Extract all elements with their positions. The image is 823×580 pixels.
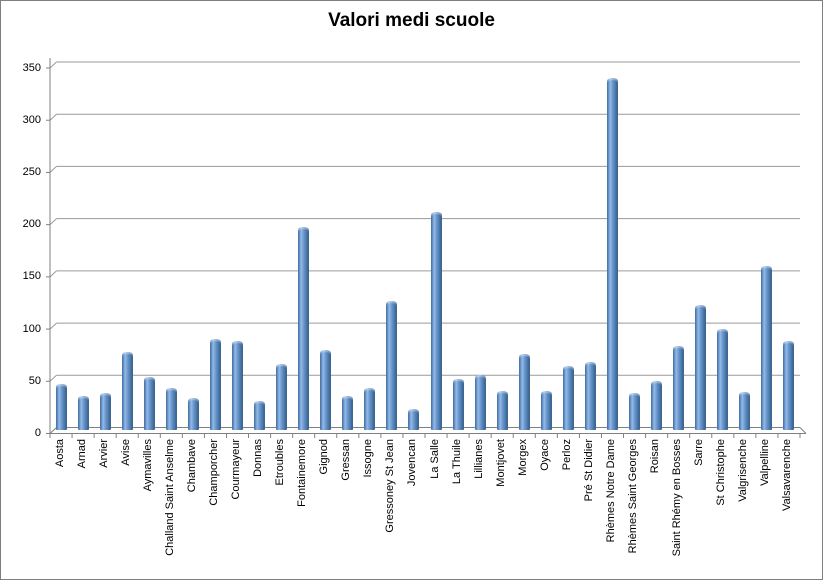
bar [77,395,89,430]
bar [673,346,685,430]
bar [629,393,641,430]
y-tick-label: 200 [22,218,41,231]
gridline-bevel [49,61,57,69]
gridline-bevel [49,166,57,173]
x-tick-label: Pré St Didier [582,439,595,502]
bar [408,409,420,430]
x-tick-label: Challand Saint Anselme [163,439,176,556]
gridline-bevel [49,113,57,121]
x-tick-label: Arnad [75,439,88,469]
bar [209,339,221,430]
bar [518,353,530,430]
bar [695,304,707,430]
x-axis-bevel-left [49,427,57,434]
y-tick-label: 250 [22,165,41,178]
bar [540,391,552,430]
x-tick-label: Jovencan [406,439,419,487]
bar [298,227,310,430]
bar [452,378,464,430]
bar [364,388,376,430]
bar [761,266,773,430]
x-tick-label: Gignod [318,439,331,475]
x-tick-label: Aosta [53,439,66,468]
x-tick-label: Fontainemore [296,439,309,507]
x-tick-label: Arvier [97,439,110,468]
x-tick-label: St Christophe [715,439,728,506]
bar [474,374,486,430]
x-tick-label: Aymavilles [141,439,154,492]
x-axis-bevel-right [799,427,807,434]
x-tick-label: Courmayeur [230,439,242,500]
gridline-bevel [49,218,57,226]
x-tick-label: Avise [119,439,132,466]
bar [496,391,508,430]
bar [254,400,266,430]
bar [165,388,177,430]
bar [320,349,332,430]
x-tick-label: Gressan [340,439,353,481]
x-tick-label: Valgrisenche [737,439,750,502]
gridline-bevel [49,270,57,278]
bar [562,366,574,430]
x-tick-label: Valpelline [759,439,772,486]
bar [342,395,354,430]
x-tick-label: Chambave [185,439,198,493]
bar [386,300,398,430]
y-tick-label: 150 [22,270,41,283]
y-tick-label: 350 [22,61,41,74]
bar [276,364,288,430]
bar [651,380,663,430]
bar [187,397,199,430]
bar [739,392,751,430]
y-tick-label: 100 [22,322,41,335]
bar [232,341,243,430]
x-tick-label: Rhèmes Notre Dame [605,439,617,543]
gridline-bevel [49,374,57,382]
x-tick-label: Saint Rhémy en Bosses [671,439,684,557]
gridline-bevel [49,322,57,330]
bar [607,78,618,430]
x-tick-label: Montjovet [494,439,507,487]
x-tick-label: Etroubles [274,439,287,486]
chart-title: Valori medi scuole [328,10,495,31]
x-tick-label: Sarre [693,439,706,466]
bar [143,376,155,430]
x-tick-label: Lillianes [472,439,485,479]
bar [121,351,133,430]
bar [783,341,795,430]
x-tick-label: Gressoney St Jean [384,439,397,533]
x-tick-label: Valsavarenche [781,439,794,511]
y-tick-label: 300 [22,113,41,126]
y-tick-label: 0 [34,427,41,439]
x-tick-label: La Salle [428,439,441,479]
bar [717,328,729,430]
bar [55,384,67,430]
x-tick-label: La Thuile [450,439,463,485]
x-tick-label: Oyace [538,439,551,471]
x-tick-label: Rhèmes Saint Georges [627,439,640,554]
x-tick-label: Roisan [649,439,662,474]
x-tick-label: Morgex [516,439,529,476]
x-tick-label: Perloz [560,439,573,471]
x-tick-label: Champorcher [207,439,220,506]
bar [430,211,442,430]
y-tick-label: 50 [28,374,41,387]
x-tick-label: Issogne [362,439,375,478]
bar [584,362,596,430]
bar [99,393,111,430]
x-tick-label: Donnas [252,439,265,477]
